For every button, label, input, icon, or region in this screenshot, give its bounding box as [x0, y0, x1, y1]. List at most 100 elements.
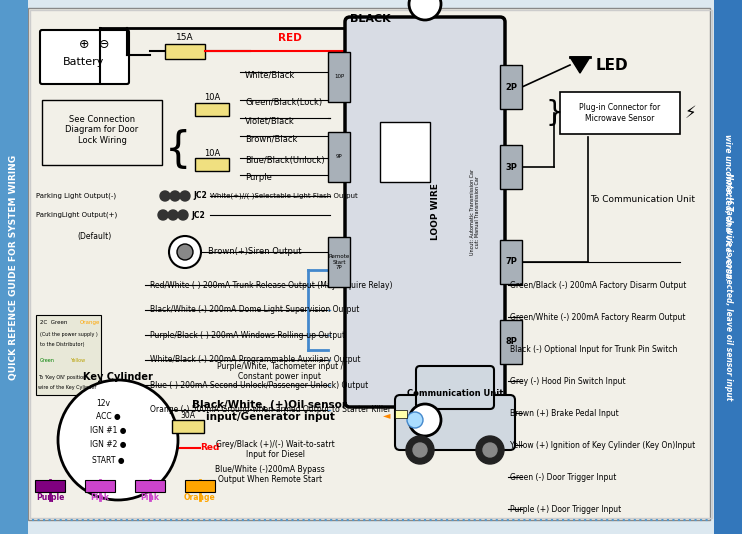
Text: ◄: ◄: [384, 410, 391, 420]
Text: Orange: Orange: [184, 492, 216, 501]
Text: Orange (-) 500mA Ground-when-armed Output to Starter Killer: Orange (-) 500mA Ground-when-armed Outpu…: [150, 405, 391, 414]
Text: ⊕: ⊕: [79, 38, 89, 51]
Text: 9P: 9P: [335, 154, 342, 160]
Text: Yellow (+) Ignition of Key Cylinder (Key On)Input: Yellow (+) Ignition of Key Cylinder (Key…: [510, 441, 695, 450]
FancyBboxPatch shape: [40, 30, 129, 84]
Text: Purple (+) Door Trigger Input: Purple (+) Door Trigger Input: [510, 505, 621, 514]
Bar: [135, 480, 165, 492]
Text: 3P: 3P: [505, 162, 517, 171]
Text: Brown/Black: Brown/Black: [245, 135, 298, 144]
Text: LED: LED: [596, 58, 628, 73]
Text: ⊖: ⊖: [99, 38, 109, 51]
Text: Blue (-) 200mA Second Unlock/Passenger Unlock) Output: Blue (-) 200mA Second Unlock/Passenger U…: [150, 381, 368, 389]
Text: ACC ●: ACC ●: [96, 412, 120, 420]
Text: Purple: Purple: [245, 174, 272, 183]
Circle shape: [178, 210, 188, 220]
Text: Grey (-) Hood Pin Switch Input: Grey (-) Hood Pin Switch Input: [510, 376, 626, 386]
Bar: [35, 480, 65, 492]
Circle shape: [58, 380, 178, 500]
Text: White/Black (-) 200mA Programmable Auxiliary Output: White/Black (-) 200mA Programmable Auxil…: [150, 356, 361, 365]
Text: 10A: 10A: [204, 92, 220, 101]
Text: }: }: [545, 99, 563, 127]
Circle shape: [158, 210, 168, 220]
Text: 2P: 2P: [505, 82, 517, 91]
Text: Brown (+) Brake Pedal Input: Brown (+) Brake Pedal Input: [510, 409, 619, 418]
Bar: [328, 132, 350, 182]
Text: Blue/White (-)200mA Bypass
Output When Remote Start: Blue/White (-)200mA Bypass Output When R…: [215, 465, 325, 484]
Text: Purple/White, Tachometer input /
Constant power input: Purple/White, Tachometer input / Constan…: [217, 362, 343, 381]
Circle shape: [407, 412, 423, 428]
Text: Black (-) Optional Input for Trunk Pin Switch: Black (-) Optional Input for Trunk Pin S…: [510, 344, 677, 354]
Text: Battery: Battery: [63, 57, 105, 67]
Text: Red: Red: [200, 444, 220, 452]
Bar: [500, 145, 522, 189]
Circle shape: [168, 210, 178, 220]
Bar: [195, 158, 229, 171]
Circle shape: [177, 244, 193, 260]
Text: 8P: 8P: [505, 337, 517, 347]
Bar: [36, 315, 101, 395]
FancyBboxPatch shape: [416, 366, 494, 409]
Bar: [380, 122, 430, 182]
Text: JC2: JC2: [193, 192, 207, 200]
Text: Green/White (-) 200mA Factory Rearm Output: Green/White (-) 200mA Factory Rearm Outp…: [510, 312, 686, 321]
Text: ⚡: ⚡: [684, 104, 696, 122]
FancyBboxPatch shape: [345, 17, 505, 407]
Circle shape: [413, 443, 427, 457]
Text: 10A: 10A: [204, 148, 220, 158]
Text: Brown(+)Siren Output: Brown(+)Siren Output: [208, 247, 301, 256]
Polygon shape: [570, 57, 590, 73]
Bar: [172, 420, 204, 433]
Text: Remote
Start
7P: Remote Start 7P: [329, 254, 349, 270]
Text: LOOP WIRE: LOOP WIRE: [430, 184, 439, 240]
Text: 2C  Green: 2C Green: [40, 320, 68, 325]
Text: Pink: Pink: [91, 492, 110, 501]
Text: Green (-) Door Trigger Input: Green (-) Door Trigger Input: [510, 473, 617, 482]
Bar: [195, 103, 229, 116]
Text: Uncut: Automatic Transmission Car
cut: Manual Transmission Car: Uncut: Automatic Transmission Car cut: M…: [470, 169, 480, 255]
Text: Green/Black(Lock): Green/Black(Lock): [245, 98, 322, 107]
Text: To 'Key ON' position: To 'Key ON' position: [38, 375, 86, 380]
Circle shape: [476, 436, 504, 464]
Text: (Default): (Default): [78, 232, 112, 241]
Text: White/Black: White/Black: [245, 70, 295, 80]
Text: Black/White, (+)Oil sensor
input/Generator input: Black/White, (+)Oil sensor input/Generat…: [192, 400, 347, 422]
Text: wire unconnected, and vice versa.: wire unconnected, and vice versa.: [723, 134, 732, 280]
Circle shape: [406, 436, 434, 464]
Text: Note:If Tach wire is connected, leave oil sensor input: Note:If Tach wire is connected, leave oi…: [723, 174, 732, 400]
Text: See Connection
Diagram for Door
Lock Wiring: See Connection Diagram for Door Lock Wir…: [65, 115, 139, 145]
Circle shape: [409, 404, 441, 436]
Text: Key Cylinder: Key Cylinder: [83, 372, 153, 382]
Bar: [500, 240, 522, 284]
Text: IGN #2 ●: IGN #2 ●: [90, 441, 126, 450]
Bar: [185, 480, 215, 492]
Bar: [85, 480, 115, 492]
Circle shape: [169, 236, 201, 268]
Text: Parking Light Output(-): Parking Light Output(-): [36, 193, 116, 199]
Text: {: {: [165, 129, 191, 171]
Text: Violet/Black: Violet/Black: [245, 116, 295, 125]
Text: START ●: START ●: [92, 456, 124, 465]
Text: Green/Black (-) 200mA Factory Disarm Output: Green/Black (-) 200mA Factory Disarm Out…: [510, 280, 686, 289]
Text: Purple: Purple: [36, 492, 65, 501]
Text: Blue/Black(Unlock): Blue/Black(Unlock): [245, 156, 325, 166]
Text: Plug-in Connector for
Microwave Sensor: Plug-in Connector for Microwave Sensor: [580, 103, 660, 123]
Text: 7P: 7P: [505, 257, 517, 266]
Text: To Communication Unit: To Communication Unit: [590, 195, 695, 205]
Bar: [395, 410, 407, 418]
Text: Grey/Black (+)/(-) Wait-to-satrt
Input for Diesel: Grey/Black (+)/(-) Wait-to-satrt Input f…: [216, 440, 335, 459]
Text: White(+)//(-)Selectable Light Flash Output: White(+)//(-)Selectable Light Flash Outp…: [210, 193, 358, 199]
Circle shape: [160, 191, 170, 201]
Text: Yellow: Yellow: [70, 358, 85, 363]
Text: wire of the Key Cylinder: wire of the Key Cylinder: [38, 385, 96, 390]
Text: Red/White (-) 200mA Trunk Release Output (May require Relay): Red/White (-) 200mA Trunk Release Output…: [150, 280, 393, 289]
Text: Green: Green: [40, 358, 55, 363]
Text: Black/White (-) 200mA Dome Light Supervision Output: Black/White (-) 200mA Dome Light Supervi…: [150, 305, 359, 315]
Text: to the Distributor): to the Distributor): [40, 342, 85, 347]
Text: 10P: 10P: [334, 75, 344, 80]
Text: Communication Unit: Communication Unit: [407, 389, 503, 397]
Text: 30A: 30A: [180, 411, 195, 420]
FancyBboxPatch shape: [395, 395, 515, 450]
Bar: [500, 65, 522, 109]
Circle shape: [180, 191, 190, 201]
